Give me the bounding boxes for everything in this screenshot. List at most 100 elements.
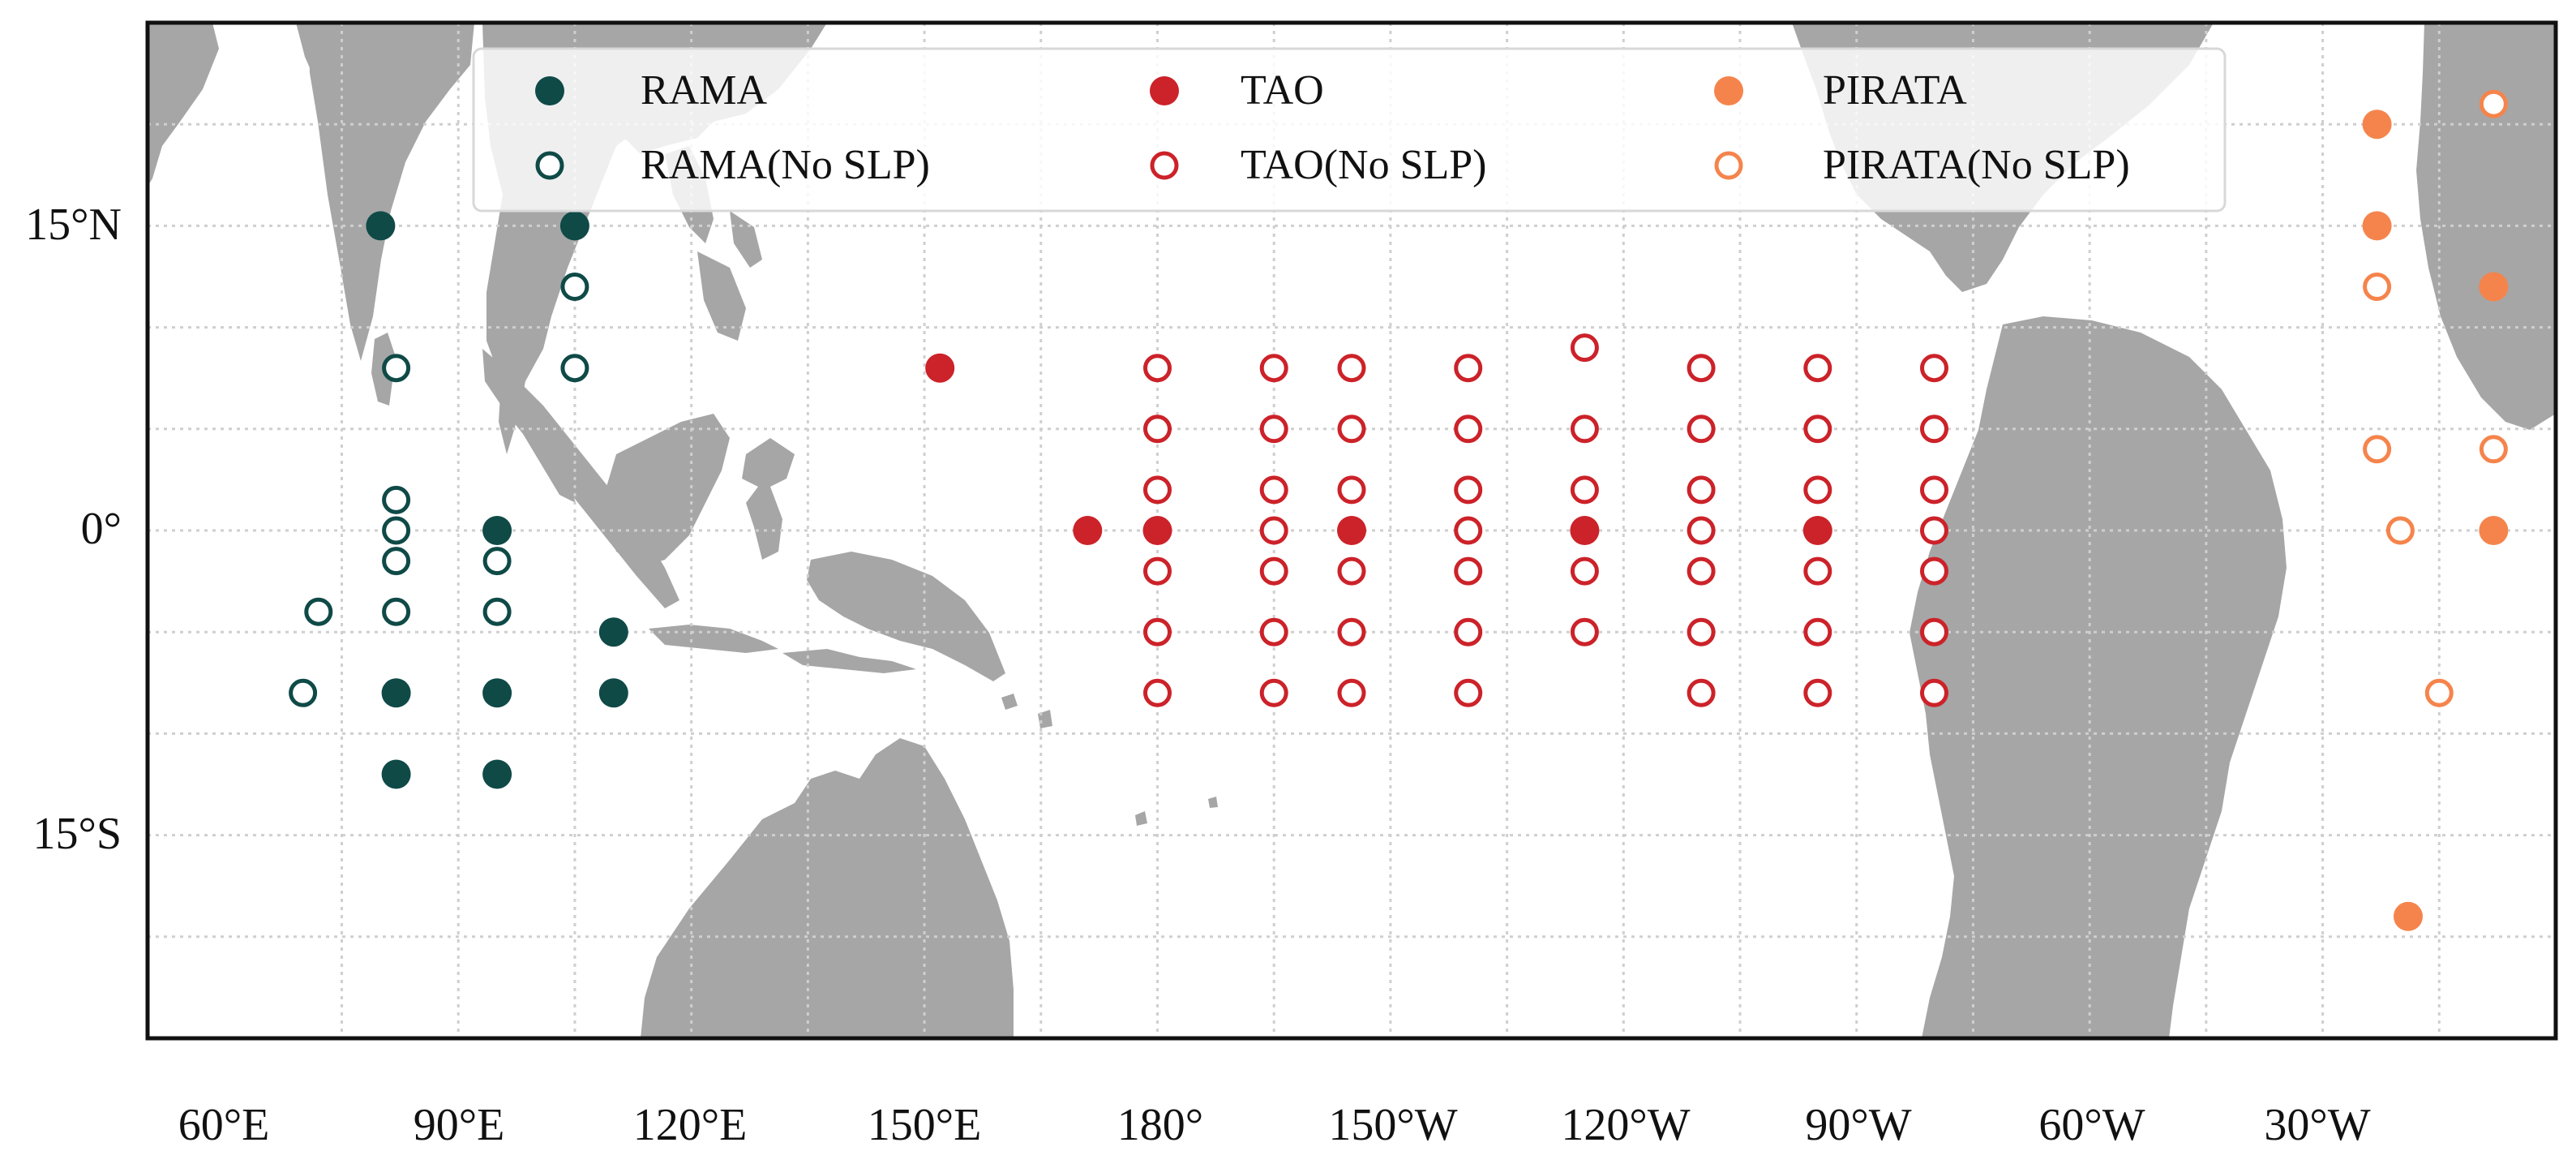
tao-buoy-no-slp-marker [1803, 617, 1832, 646]
tao-buoy-no-slp-marker [1454, 516, 1483, 545]
legend-label-pirata-no-slp: PIRATA(No SLP) [1823, 142, 2130, 188]
rama-buoy-no-slp-marker [482, 547, 512, 576]
longitude-tick-labels: 60°E 90°E 120°E 150°E 180° 150°W 120°W 9… [178, 1100, 2371, 1150]
rama-buoy-no-slp-marker [382, 354, 411, 383]
tao-buoy-no-slp-marker [1337, 556, 1366, 586]
pirata-buoy-marker [2479, 516, 2509, 545]
map-frame [145, 20, 2558, 1041]
tao-buoy-no-slp-marker [1337, 617, 1366, 646]
lon-tick-label: 90°E [414, 1100, 505, 1150]
tao-buoy-no-slp-marker [1454, 354, 1483, 383]
tao-buoy-no-slp-marker [1143, 556, 1172, 586]
rama-buoy-no-slp-marker [382, 547, 411, 576]
pirata-buoy-no-slp-marker [2363, 273, 2392, 301]
tao-buoy-no-slp-marker [1454, 414, 1483, 444]
tao-buoy-no-slp-marker [1570, 556, 1599, 586]
legend-marker-tao-no-slp [1150, 151, 1179, 180]
landmass-australia [641, 738, 1014, 1038]
rama-buoy-marker [482, 759, 512, 789]
tao-buoy-no-slp-marker [1920, 556, 1948, 586]
pirata-buoy-no-slp-marker [2385, 516, 2415, 545]
legend: RAMA RAMA(No SLP) TAO TAO(No SLP) PIRATA… [472, 47, 2227, 213]
legend-label-pirata: PIRATA [1823, 67, 1967, 114]
tao-buoy-no-slp-marker [1687, 475, 1716, 505]
rama-buoy-no-slp-marker [560, 273, 589, 301]
rama-buoy-marker [482, 678, 512, 708]
lon-tick-label: 60°E [178, 1100, 270, 1150]
tao-buoy-no-slp-marker [1259, 354, 1288, 383]
rama-buoy-no-slp-marker [289, 678, 318, 707]
tao-buoy-no-slp-marker [1570, 414, 1599, 444]
pirata-buoy-no-slp-marker [2479, 89, 2508, 118]
landmass-new-guinea [807, 552, 1005, 681]
landmass-south-america [1909, 316, 2287, 1038]
tao-buoy-no-slp-marker [1143, 678, 1172, 707]
legend-marker-tao [1150, 76, 1179, 105]
rama-buoy-no-slp-marker [304, 597, 333, 626]
tao-buoy-no-slp-marker [1337, 678, 1366, 707]
rama-buoy-no-slp-marker [482, 597, 512, 626]
tao-buoy-no-slp-marker [1454, 678, 1483, 707]
tao-buoy-no-slp-marker [1803, 678, 1832, 707]
tao-buoy-marker [1142, 516, 1172, 545]
rama-buoy-no-slp-marker [382, 516, 411, 545]
tao-buoy-no-slp-marker [1920, 617, 1948, 646]
tao-buoy-no-slp-marker [1803, 354, 1832, 383]
tao-buoy-no-slp-marker [1143, 354, 1172, 383]
lon-tick-label: 150°W [1328, 1100, 1457, 1150]
tao-buoy-no-slp-marker [1920, 516, 1948, 545]
landmass-lesser-sunda [782, 649, 916, 673]
tao-buoy-no-slp-marker [1259, 414, 1288, 444]
tao-buoy-no-slp-marker [1687, 414, 1716, 444]
tao-buoy-no-slp-marker [1803, 414, 1832, 444]
tao-buoy-no-slp-marker [1454, 475, 1483, 505]
lon-tick-label: 150°E [868, 1100, 982, 1150]
tao-buoy-no-slp-marker [1143, 475, 1172, 505]
legend-label-rama: RAMA [641, 67, 767, 114]
tao-buoy-no-slp-marker [1259, 475, 1288, 505]
tao-buoy-no-slp-marker [1259, 556, 1288, 586]
tao-buoy-no-slp-marker [1570, 333, 1599, 363]
tao-buoy-no-slp-marker [1687, 516, 1716, 545]
lon-tick-label: 60°W [2038, 1100, 2145, 1150]
legend-marker-rama-no-slp [535, 151, 564, 180]
landmass-malay [519, 406, 576, 503]
tao-buoy-no-slp-marker [1803, 475, 1832, 505]
legend-marker-rama [535, 76, 564, 105]
lon-tick-label: 120°W [1561, 1100, 1690, 1150]
rama-buoy-marker [559, 211, 589, 241]
tao-buoy-no-slp-marker [1259, 516, 1288, 545]
tao-buoy-no-slp-marker [1337, 475, 1366, 505]
rama-buoy-no-slp-marker [382, 485, 411, 514]
tao-buoy-marker [1337, 516, 1366, 545]
lat-tick-label: 15°N [25, 200, 122, 250]
tao-buoy-no-slp-marker [1687, 556, 1716, 586]
rama-buoy-marker [598, 617, 628, 647]
marker-layer [289, 89, 2509, 931]
landmass-andaman [527, 242, 537, 269]
latitude-tick-labels: 15°N 0° 15°S [25, 200, 122, 859]
tao-buoy-no-slp-marker [1803, 556, 1832, 586]
pirata-buoy-marker [2362, 110, 2392, 140]
landmass-africa [148, 23, 219, 187]
landmass-java [649, 625, 778, 653]
legend-label-tao: TAO [1241, 67, 1324, 114]
grid-layer [148, 23, 2556, 1038]
tao-buoy-marker [925, 353, 955, 383]
rama-buoy-marker [381, 759, 411, 789]
tao-buoy-no-slp-marker [1454, 617, 1483, 646]
tao-buoy-no-slp-marker [1259, 678, 1288, 707]
pirata-buoy-no-slp-marker [2479, 435, 2508, 464]
tao-buoy-no-slp-marker [1687, 354, 1716, 383]
pirata-buoy-marker [2479, 272, 2509, 302]
landmass-sulawesi [742, 438, 795, 560]
rama-buoy-marker [366, 211, 396, 241]
lon-tick-label: 30°W [2264, 1100, 2370, 1150]
lon-tick-label: 180° [1117, 1100, 1203, 1150]
rama-buoy-no-slp-marker [382, 597, 411, 626]
legend-box [472, 47, 2227, 213]
landmass-india [308, 23, 474, 361]
pirata-buoy-no-slp-marker [2363, 435, 2392, 464]
legend-marker-pirata-no-slp [1714, 151, 1743, 180]
